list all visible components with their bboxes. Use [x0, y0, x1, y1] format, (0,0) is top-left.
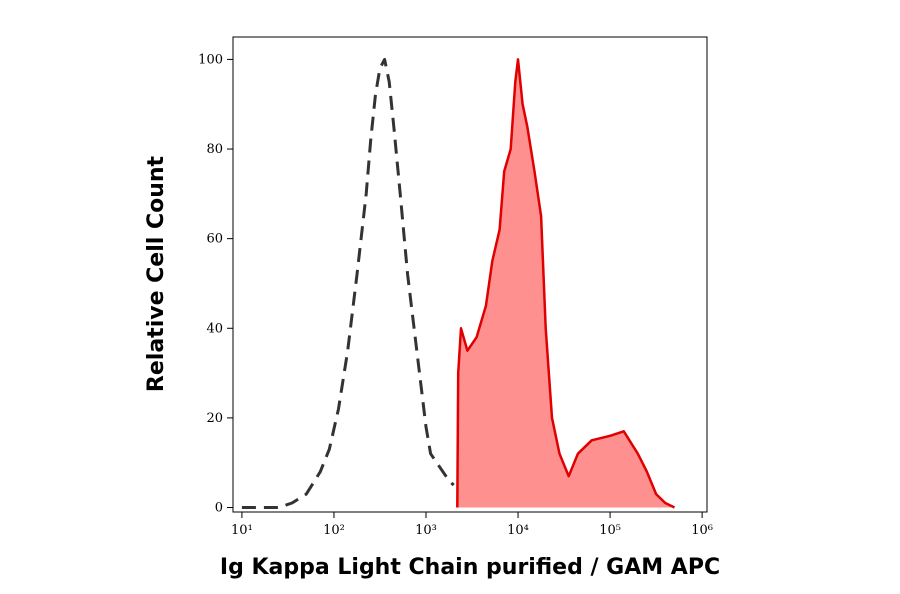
histogram-area [457, 59, 675, 508]
x-tick-label: 10⁵ [599, 523, 621, 538]
x-tick-label: 10² [323, 523, 345, 538]
y-tick-label: 60 [206, 232, 223, 247]
x-tick-label: 10⁴ [507, 523, 529, 538]
y-tick-label: 100 [198, 52, 223, 67]
x-tick-label: 10¹ [231, 523, 253, 538]
x-axis-label: Ig Kappa Light Chain purified / GAM APC [220, 555, 720, 580]
plot-frame [232, 36, 708, 513]
x-tick-label: 10³ [415, 523, 437, 538]
y-tick-label: 20 [206, 411, 223, 426]
y-tick-label: 40 [206, 321, 223, 336]
y-axis-label: Relative Cell Count [144, 155, 169, 392]
x-tick-label: 10⁶ [691, 523, 713, 538]
histogram-line [241, 57, 455, 509]
y-tick-label: 0 [215, 501, 223, 516]
y-tick-label: 80 [206, 142, 223, 157]
histogram-line [456, 58, 676, 509]
